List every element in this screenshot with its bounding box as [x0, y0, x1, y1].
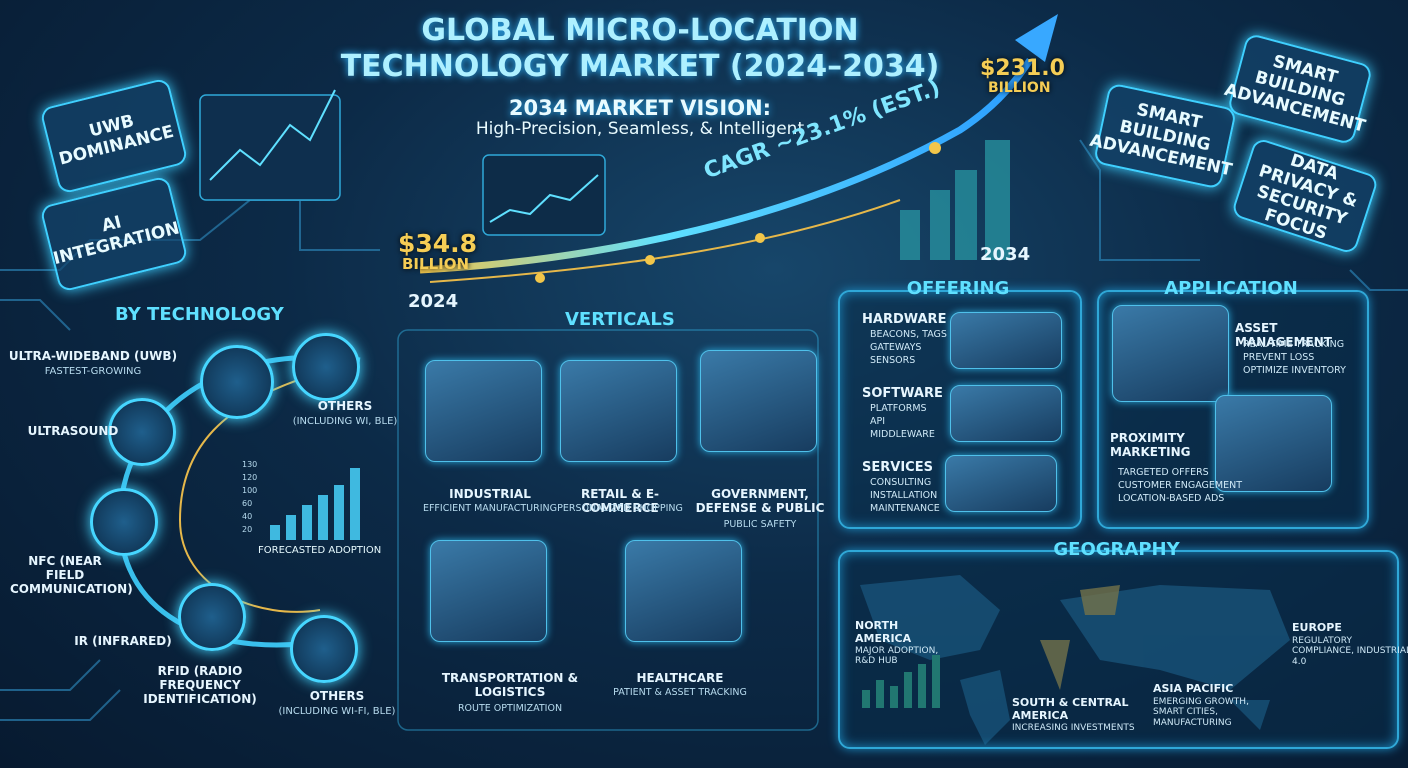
offering-bullet: MAINTENANCE [870, 503, 940, 514]
tech-note: FASTEST-GROWING [44, 366, 142, 377]
vertical-name: INDUSTRIAL [449, 487, 531, 501]
region-note: MAJOR ADOPTION, R&D HUB [855, 646, 939, 667]
offering-bullet: INSTALLATION [870, 490, 938, 501]
section-title: GEOGRAPHY [1053, 539, 1180, 560]
offering-name: SERVICES [862, 460, 933, 475]
region-name: EUROPE [1292, 621, 1342, 634]
vertical-name: TRANSPORTATION & LOGISTICS [441, 671, 579, 699]
vertical-name: GOVERNMENT, DEFENSE & PUBLIC [695, 487, 825, 515]
region-name: ASIA PACIFIC [1153, 682, 1234, 695]
offering-name: SOFTWARE [862, 386, 943, 401]
geography-panel [838, 550, 1399, 749]
offering-bullet: API [870, 416, 886, 427]
start-unit: BILLION [402, 255, 470, 273]
end-value: $231.0 [980, 56, 1065, 81]
offering-icon [945, 455, 1057, 512]
offering-icon [950, 385, 1062, 442]
tech-name: OTHERS [309, 689, 365, 703]
application-name: PROXIMITY MARKETING [1110, 431, 1191, 459]
chart-tick: 40 [242, 512, 253, 521]
start-value: $34.8 [398, 229, 478, 258]
vertical-name: HEALTHCARE [636, 671, 724, 685]
application-bullet: TARGETED OFFERS [1118, 467, 1209, 478]
application-bullet: REAL-TIME TRACKING [1243, 339, 1345, 350]
tech-icon [108, 398, 176, 466]
vision: 2034 MARKET VISION: [508, 96, 772, 120]
offering-bullet: PLATFORMS [870, 403, 927, 414]
tech-icon [90, 488, 158, 556]
application-bullet: CUSTOMER ENGAGEMENT [1118, 480, 1242, 491]
offering-icon [950, 312, 1062, 369]
offering-bullet: SENSORS [870, 355, 916, 366]
chart-label: FORECASTED ADOPTION [258, 545, 382, 556]
end-year: 2034 [980, 244, 1031, 265]
region-note: INCREASING INVESTMENTS [1012, 723, 1135, 733]
tech-name: NFC (NEAR FIELD COMMUNICATION) [10, 554, 133, 596]
chart-tick: 130 [242, 460, 258, 469]
tech-name: ULTRA-WIDEBAND (UWB) [8, 349, 178, 363]
tech-note: (INCLUDING WI-FI, BLE) [278, 706, 396, 717]
region-note: EMERGING GROWTH, SMART CITIES, MANUFACTU… [1153, 697, 1249, 728]
start-year: 2024 [408, 291, 459, 312]
end-unit: BILLION [988, 80, 1051, 96]
region-name: SOUTH & CENTRAL AMERICA [1012, 696, 1129, 722]
tech-icon [290, 615, 358, 683]
application-bullet: LOCATION-BASED ADS [1118, 493, 1225, 504]
chart-tick: 120 [242, 473, 258, 482]
tech-icon [200, 345, 274, 419]
tech-name: OTHERS [317, 399, 373, 413]
offering-bullet: GATEWAYS [870, 342, 922, 353]
section-title: BY TECHNOLOGY [115, 304, 284, 325]
chart-tick: 60 [242, 499, 253, 508]
offering-name: HARDWARE [862, 312, 947, 327]
region-name: NORTH AMERICA [855, 619, 912, 645]
title: TECHNOLOGY MARKET (2024–2034) [340, 49, 940, 84]
vision-subtitle: High-Precision, Seamless, & Intelligent [475, 119, 805, 139]
chart-tick: 100 [242, 486, 258, 495]
section-title: APPLICATION [1164, 278, 1298, 299]
tech-name: ULTRASOUND [27, 424, 119, 438]
vertical-note: ROUTE OPTIMIZATION [457, 703, 563, 714]
title: GLOBAL MICRO-LOCATION [421, 13, 859, 48]
tech-name: RFID (RADIO FREQUENCY IDENTIFICATION) [143, 664, 257, 706]
tech-icon [178, 583, 246, 651]
tech-note: (INCLUDING WI, BLE) [292, 416, 398, 427]
section-title: OFFERING [906, 278, 1010, 299]
vertical-name: RETAIL & E-COMMERCE [580, 487, 660, 515]
chart-tick: 20 [242, 525, 253, 534]
offering-bullet: CONSULTING [870, 477, 932, 488]
application-name: ASSET MANAGEMENT [1235, 321, 1332, 349]
vertical-note: PATIENT & ASSET TRACKING [613, 687, 747, 698]
offering-bullet: MIDDLEWARE [870, 429, 935, 440]
region-note: REGULATORY COMPLIANCE, INDUSTRIAL 4.0 [1292, 636, 1408, 667]
vertical-note: EFFICIENT MANUFACTURING [422, 503, 558, 514]
vertical-note: PERSONALIZED SHOPPING [557, 503, 683, 514]
tech-icon [292, 333, 360, 401]
tech-name: IR (INFRARED) [74, 634, 172, 648]
vertical-icon [430, 540, 547, 642]
application-bullet: PREVENT LOSS [1243, 352, 1315, 363]
application-bullet: OPTIMIZE INVENTORY [1243, 365, 1346, 376]
application-icon [1215, 395, 1332, 492]
section-title: VERTICALS [565, 309, 675, 330]
vertical-icon [625, 540, 742, 642]
vertical-note: PUBLIC SAFETY [723, 519, 797, 530]
offering-bullet: BEACONS, TAGS [870, 329, 947, 340]
vertical-icon [700, 350, 817, 452]
vertical-icon [560, 360, 677, 462]
application-icon [1112, 305, 1229, 402]
vertical-icon [425, 360, 542, 462]
